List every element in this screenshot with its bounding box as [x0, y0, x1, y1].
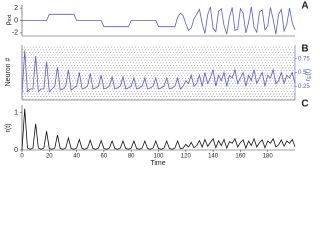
x-tick-label: 80 — [128, 154, 135, 160]
y-axis-label: Neuron # — [5, 57, 12, 86]
y-tick-label: 1 — [14, 109, 18, 116]
y2-label-main: r — [305, 78, 312, 81]
x-tick-label: 20 — [46, 154, 53, 160]
x-tick-label: 0 — [20, 154, 24, 160]
y2-label-end: (t) — [305, 69, 312, 76]
page: {"chart_data": [ {"type": "line", "panel… — [4, 0, 312, 167]
y-axis-label: ρext — [5, 14, 13, 25]
x-tick-label: 100 — [153, 154, 164, 160]
x-tick-label: 120 — [181, 154, 192, 160]
y-tick-label: 2 — [14, 5, 18, 12]
y-axis-label: r(t) — [5, 124, 12, 133]
y-axis-label-main: ρ — [5, 21, 12, 25]
y-tick-label: -2 — [12, 30, 18, 37]
x-tick-label: 140 — [208, 154, 219, 160]
x-axis-label: Time — [150, 160, 165, 167]
figure: ρext Neuron # rE(t) r(t) Time -202A0.250… — [5, 1, 312, 167]
x-tick-label: 40 — [73, 154, 80, 160]
y2-tick-label: 0.75 — [298, 56, 310, 62]
data-line — [22, 6, 296, 35]
y2-tick-label: 0.25 — [298, 84, 310, 90]
raster-texture — [22, 45, 295, 100]
y-axis-label-sub: ext — [7, 14, 13, 21]
x-tick-label: 160 — [235, 154, 246, 160]
x-tick-label: 60 — [101, 154, 108, 160]
y2-tick-label: 0.5 — [298, 70, 307, 76]
data-line — [21, 108, 296, 151]
y-tick-label: 0 — [14, 17, 18, 24]
y2-axis-label: rE(t) — [305, 69, 312, 81]
data-line — [21, 50, 296, 95]
y2-label-sub: E — [307, 75, 312, 79]
y-tick-label: 0 — [14, 147, 18, 154]
x-tick-label: 180 — [263, 154, 274, 160]
panel-letter: B — [301, 44, 308, 55]
panel-letter: C — [301, 99, 308, 110]
panel-letter: A — [301, 1, 308, 12]
